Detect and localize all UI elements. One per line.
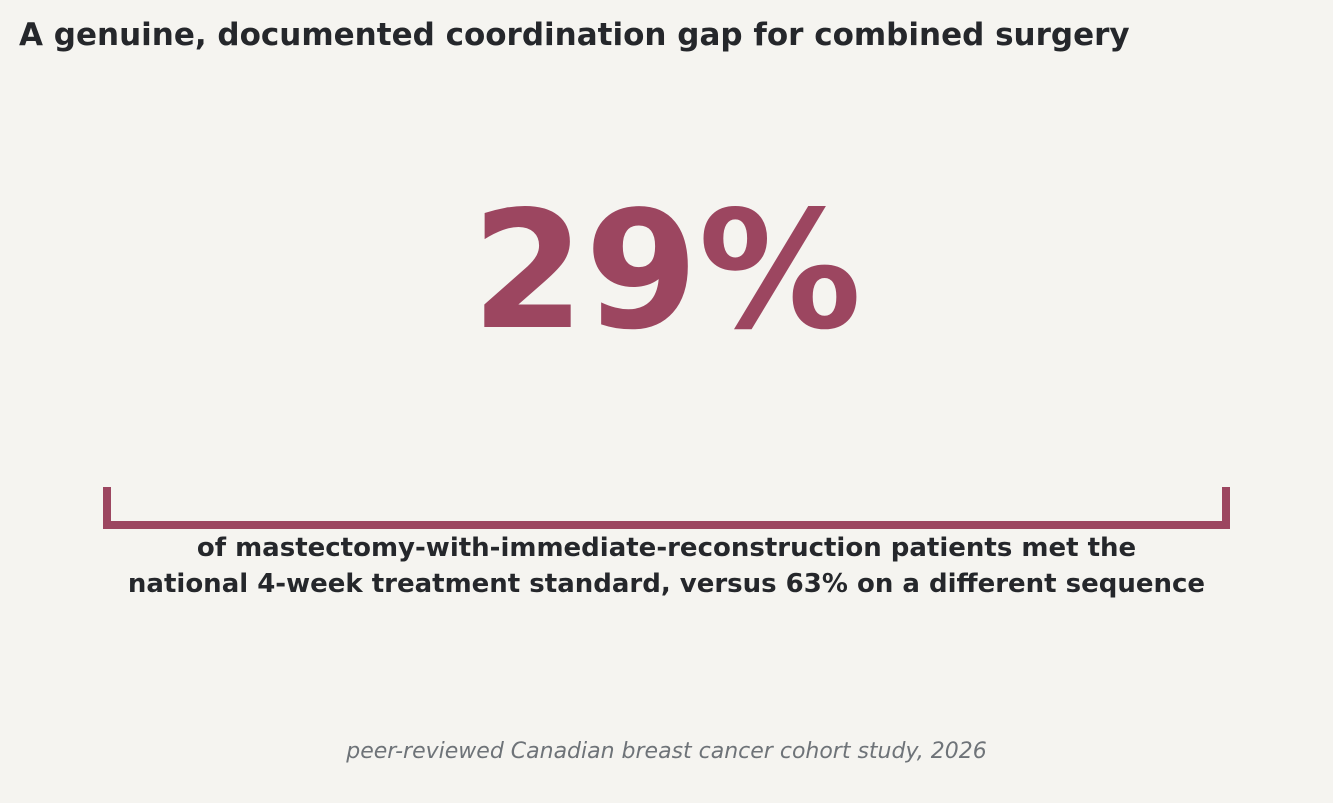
description-line-1: of mastectomy-with-immediate-reconstruct… <box>196 533 1137 563</box>
page-title: A genuine, documented coordination gap f… <box>19 17 1130 53</box>
bracket-divider <box>103 487 1230 529</box>
description-line-2: national 4-week treatment standard, vers… <box>127 569 1206 599</box>
bracket-bar <box>103 521 1230 529</box>
headline-statistic: 29% <box>471 177 862 366</box>
source-citation: peer-reviewed Canadian breast cancer coh… <box>346 739 987 764</box>
statistic-description: of mastectomy-with-immediate-reconstruct… <box>0 530 1333 602</box>
bracket-left-tick <box>103 487 111 529</box>
bracket-right-tick <box>1222 487 1230 529</box>
